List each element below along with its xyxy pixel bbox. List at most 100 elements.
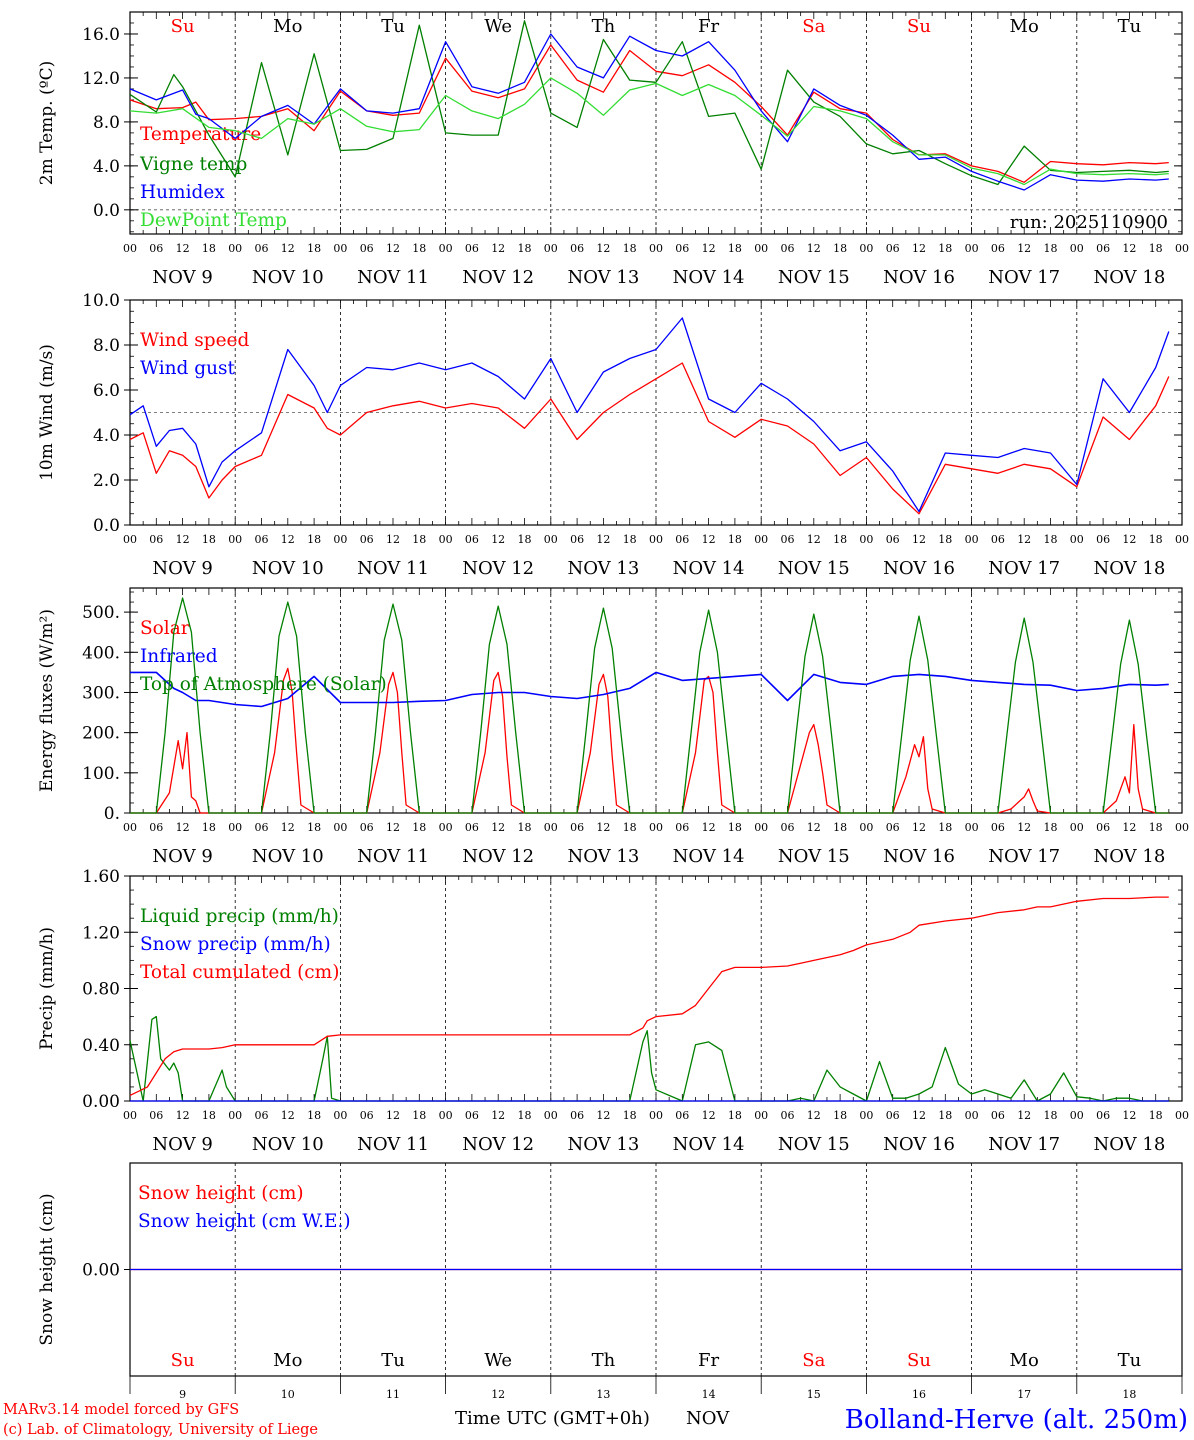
hour-tick-label: 18 <box>728 1109 742 1122</box>
hour-tick-label: 12 <box>491 821 505 834</box>
hour-tick-label: 00 <box>439 1109 453 1122</box>
date-label: NOV 18 <box>1093 846 1165 867</box>
hour-tick-label: 18 <box>833 242 847 255</box>
date-label: NOV 10 <box>252 846 324 867</box>
hour-tick-label: 00 <box>123 242 137 255</box>
legend-entry: Humidex <box>140 182 225 203</box>
hour-tick-label: 06 <box>1096 821 1110 834</box>
hour-tick-label: 18 <box>623 242 637 255</box>
date-label: NOV 10 <box>252 267 324 288</box>
y-tick-label: 12.0 <box>82 69 120 89</box>
station-title: Bolland-Herve (alt. 250m) <box>845 1405 1188 1435</box>
y-tick-label: 2.0 <box>93 471 120 491</box>
hour-tick-label: 18 <box>1149 1109 1163 1122</box>
hour-tick-label: 18 <box>1149 533 1163 546</box>
day-number-label: 17 <box>1017 1388 1031 1401</box>
hour-tick-label: 00 <box>859 242 873 255</box>
hour-tick-label: 18 <box>412 533 426 546</box>
hour-tick-label: 18 <box>518 821 532 834</box>
hour-tick-label: 06 <box>781 1109 795 1122</box>
series-line-wind-gust <box>129 317 1170 513</box>
hour-tick-label: 12 <box>596 1109 610 1122</box>
hour-tick-label: 18 <box>202 1109 216 1122</box>
hour-tick-label: 00 <box>123 533 137 546</box>
legend-entry: Vigne temp <box>139 154 247 175</box>
hour-tick-label: 00 <box>333 242 347 255</box>
hour-tick-label: 12 <box>386 1109 400 1122</box>
hour-tick-label: 18 <box>623 1109 637 1122</box>
series-line-infrared <box>130 671 1169 708</box>
weekday-label: Tu <box>381 16 405 37</box>
y-tick-label: 4.0 <box>93 157 120 177</box>
y-tick-label: 200. <box>82 724 120 744</box>
hour-tick-label: 00 <box>333 533 347 546</box>
hour-tick-label: 12 <box>807 821 821 834</box>
hour-tick-label: 06 <box>465 821 479 834</box>
hour-tick-label: 18 <box>202 242 216 255</box>
y-tick-label: 300. <box>82 683 120 703</box>
hour-tick-label: 06 <box>255 242 269 255</box>
date-label: NOV 15 <box>778 1134 850 1155</box>
legend-entry: Snow height (cm) <box>138 1183 304 1204</box>
hour-tick-label: 12 <box>491 1109 505 1122</box>
hour-tick-label: 18 <box>833 821 847 834</box>
date-label: NOV 11 <box>357 846 429 867</box>
weekday-label: Mo <box>273 1350 302 1371</box>
hour-tick-label: 00 <box>754 242 768 255</box>
weekday-label: Mo <box>273 16 302 37</box>
hour-tick-label: 18 <box>1044 533 1058 546</box>
hour-tick-label: 06 <box>781 242 795 255</box>
hour-tick-label: 12 <box>1017 533 1031 546</box>
date-label: NOV 13 <box>567 267 639 288</box>
hour-tick-label: 06 <box>465 533 479 546</box>
date-label: NOV 16 <box>883 1134 955 1155</box>
hour-tick-label: 18 <box>833 1109 847 1122</box>
hour-tick-label: 12 <box>596 533 610 546</box>
hour-tick-label: 12 <box>1017 1109 1031 1122</box>
hour-tick-label: 06 <box>991 821 1005 834</box>
date-label: NOV 16 <box>883 267 955 288</box>
weekday-label: We <box>484 1350 512 1371</box>
hour-tick-label: 18 <box>412 242 426 255</box>
hour-tick-label: 12 <box>176 242 190 255</box>
hour-tick-label: 12 <box>491 533 505 546</box>
hour-tick-label: 12 <box>702 533 716 546</box>
y-tick-label: 16.0 <box>82 25 120 45</box>
hour-tick-label: 06 <box>886 242 900 255</box>
weekday-label: Su <box>171 1350 195 1371</box>
hour-tick-label: 12 <box>281 242 295 255</box>
hour-tick-label: 06 <box>255 821 269 834</box>
hour-tick-label: 00 <box>439 821 453 834</box>
date-label: NOV 17 <box>988 846 1060 867</box>
date-label: NOV 11 <box>357 558 429 579</box>
hour-tick-label: 00 <box>228 242 242 255</box>
date-label: NOV 9 <box>152 267 212 288</box>
hour-tick-label: 12 <box>281 821 295 834</box>
y-axis-label: Energy fluxes (W/m²) <box>37 609 57 792</box>
legend-entry: Liquid precip (mm/h) <box>140 906 339 927</box>
date-label: NOV 17 <box>988 1134 1060 1155</box>
time-axis-label: Time UTC (GMT+0h) <box>455 1408 650 1429</box>
date-label: NOV 18 <box>1093 1134 1165 1155</box>
hour-tick-label: 06 <box>991 1109 1005 1122</box>
y-tick-label: 6.0 <box>93 381 120 401</box>
hour-tick-label: 12 <box>807 533 821 546</box>
y-axis-label: 2m Temp. (ºC) <box>37 61 57 186</box>
hour-tick-label: 00 <box>1070 242 1084 255</box>
hour-tick-label: 00 <box>1175 821 1189 834</box>
hour-tick-label: 00 <box>965 242 979 255</box>
hour-tick-label: 18 <box>623 533 637 546</box>
series-line-top-of-atmosphere-solar- <box>130 597 1169 814</box>
hour-tick-label: 06 <box>149 1109 163 1122</box>
hour-tick-label: 06 <box>991 533 1005 546</box>
legend-entry: Solar <box>140 618 190 639</box>
series-line-dewpoint-temp <box>129 77 1169 186</box>
hour-tick-label: 12 <box>912 821 926 834</box>
hour-tick-label: 00 <box>1175 533 1189 546</box>
y-tick-label: 8.0 <box>93 113 120 133</box>
date-label: NOV 10 <box>252 1134 324 1155</box>
legend-entry: Infrared <box>140 646 218 667</box>
y-tick-label: 10.0 <box>82 291 120 311</box>
hour-tick-label: 12 <box>1017 821 1031 834</box>
hour-tick-label: 00 <box>965 821 979 834</box>
